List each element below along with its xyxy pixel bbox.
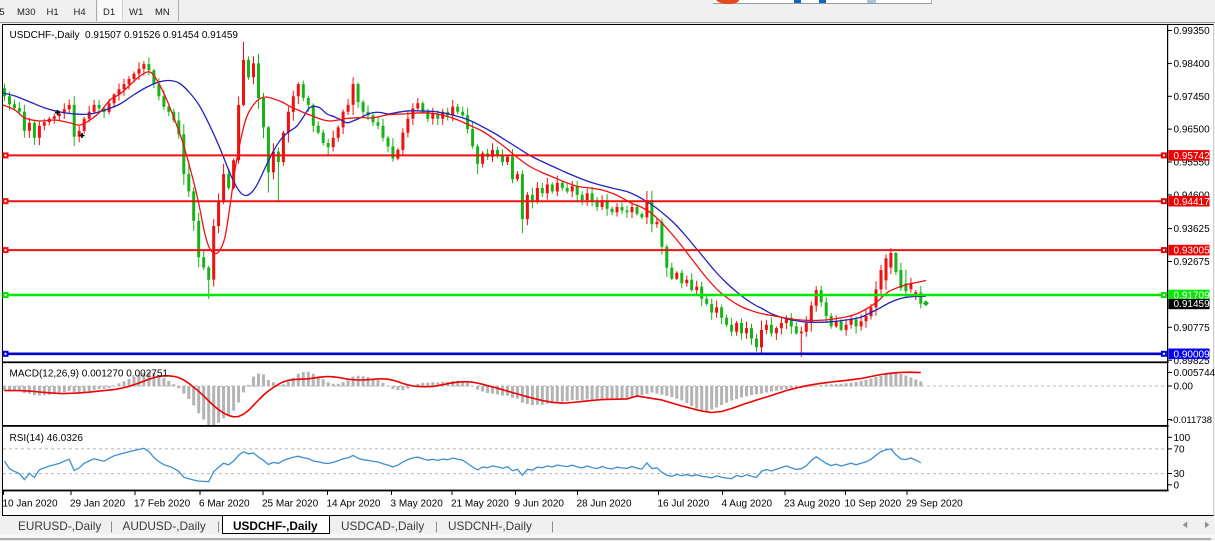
svg-text:0.91709: 0.91709 [1174,291,1211,302]
svg-text:30: 30 [1174,469,1186,480]
svg-text:0.94417: 0.94417 [1174,197,1211,208]
svg-text:0.95550: 0.95550 [1174,158,1211,169]
svg-text:0.91459: 0.91459 [1174,299,1211,310]
svg-text:3 May 2020: 3 May 2020 [391,499,444,510]
svg-text:21 May 2020: 21 May 2020 [451,499,509,510]
svg-text:0.93625: 0.93625 [1174,224,1211,235]
svg-text:10 Jan 2020: 10 Jan 2020 [3,499,58,510]
svg-text:29 Jan 2020: 29 Jan 2020 [70,499,125,510]
svg-text:70: 70 [1174,445,1186,456]
svg-text:0.93005: 0.93005 [1174,246,1211,257]
svg-text:100: 100 [1174,433,1191,444]
svg-text:0.00: 0.00 [1174,382,1194,393]
svg-text:10 Sep 2020: 10 Sep 2020 [845,499,902,510]
svg-text:16 Jul 2020: 16 Jul 2020 [658,499,710,510]
svg-text:23 Aug 2020: 23 Aug 2020 [784,499,841,510]
svg-text:4 Aug 2020: 4 Aug 2020 [722,499,773,510]
svg-text:0.90775: 0.90775 [1174,323,1211,334]
svg-text:0.005744: 0.005744 [1174,368,1215,379]
svg-text:0.89825: 0.89825 [1174,356,1211,367]
svg-text:USDCHF-,Daily 0.91507 0.91526: USDCHF-,Daily 0.91507 0.91526 0.91454 0.… [10,30,239,41]
svg-text:6 Mar 2020: 6 Mar 2020 [199,499,250,510]
svg-text:0.95742: 0.95742 [1174,151,1211,162]
svg-text:RSI(14) 46.0326: RSI(14) 46.0326 [10,433,84,444]
svg-text:28 Jun 2020: 28 Jun 2020 [577,499,632,510]
svg-text:0.96500: 0.96500 [1174,125,1211,136]
svg-text:MACD(12,26,9) 0.001270 0.00275: MACD(12,26,9) 0.001270 0.002751 [10,369,169,380]
svg-text:0.90009: 0.90009 [1174,349,1211,360]
svg-text:0.99350: 0.99350 [1174,26,1211,37]
svg-text:-0.011738: -0.011738 [1170,415,1212,426]
svg-text:0.98400: 0.98400 [1174,59,1211,70]
svg-text:14 Apr 2020: 14 Apr 2020 [327,499,381,510]
svg-text:29 Sep 2020: 29 Sep 2020 [906,499,963,510]
svg-text:9 Jun 2020: 9 Jun 2020 [515,499,565,510]
svg-text:25 Mar 2020: 25 Mar 2020 [262,499,319,510]
svg-text:0: 0 [1174,480,1180,491]
svg-text:0.97450: 0.97450 [1174,92,1211,103]
svg-text:0.92675: 0.92675 [1174,257,1211,268]
svg-text:17 Feb 2020: 17 Feb 2020 [134,499,191,510]
